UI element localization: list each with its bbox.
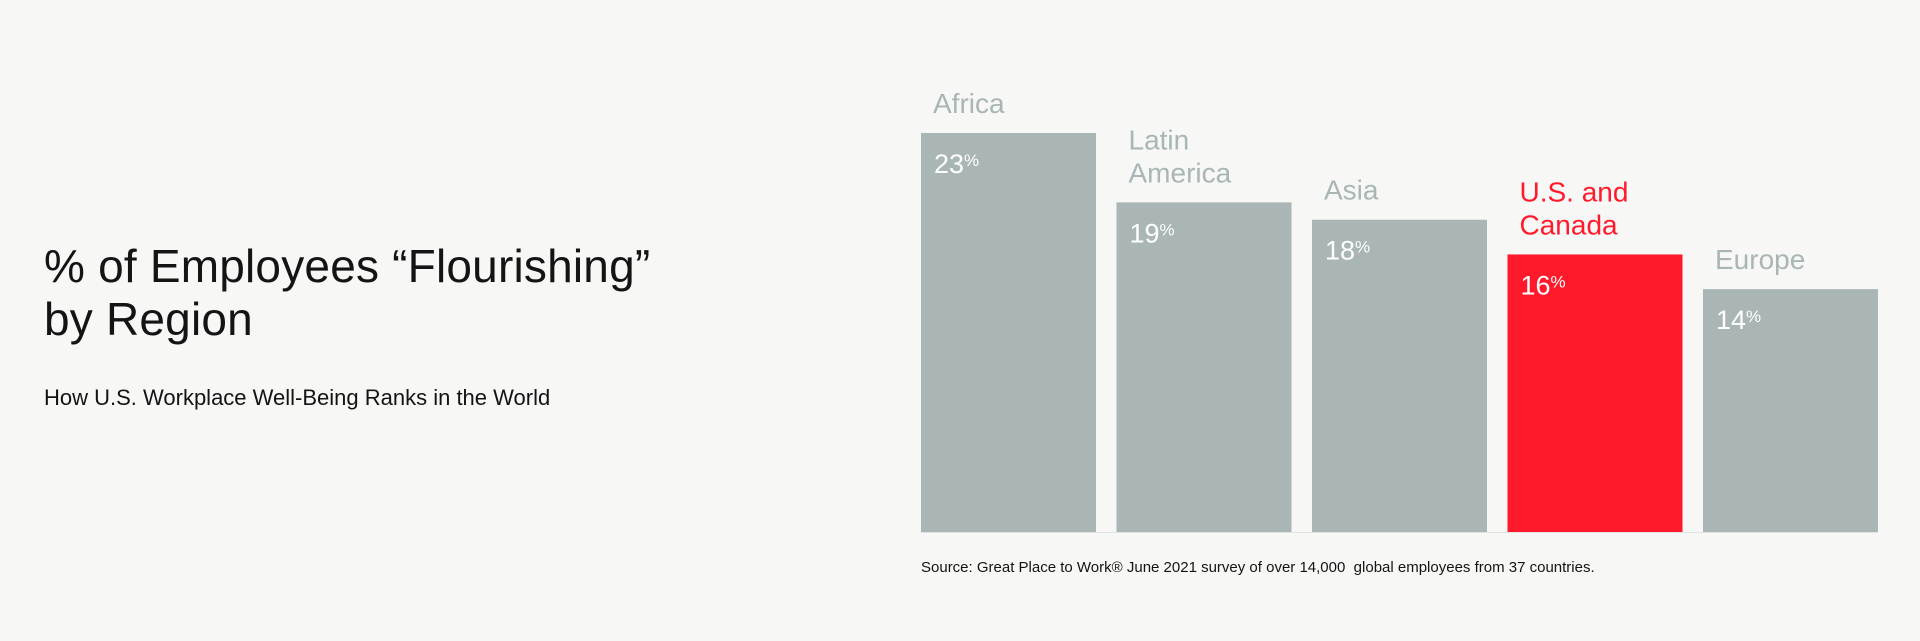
bar-0 [921, 133, 1096, 532]
category-label: U.S. and Canada [1520, 176, 1629, 240]
chart-title: % of Employees “Flourishing” by Region [44, 240, 651, 345]
source-note: Source: Great Place to Work® June 2021 s… [921, 559, 1595, 576]
category-label: Latin America [1129, 124, 1232, 188]
bar-1 [1116, 202, 1292, 533]
bar-value-label: 16% [1521, 270, 1566, 300]
bar-2 [1312, 219, 1487, 532]
bar-value-label: 14% [1716, 305, 1761, 335]
title-block: % of Employees “Flourishing” by Region H… [44, 240, 744, 412]
chart-subtitle: How U.S. Workplace Well-Being Ranks in t… [44, 385, 551, 410]
bar-value-label: 19% [1130, 218, 1175, 248]
category-label: Africa [933, 88, 1005, 119]
bar-value-label: 18% [1325, 236, 1370, 266]
bar-value-label: 23% [934, 149, 979, 179]
category-label: Asia [1324, 175, 1379, 206]
category-label: Europe [1715, 244, 1805, 275]
bar-3 [1507, 254, 1683, 532]
bar-4 [1703, 289, 1878, 532]
